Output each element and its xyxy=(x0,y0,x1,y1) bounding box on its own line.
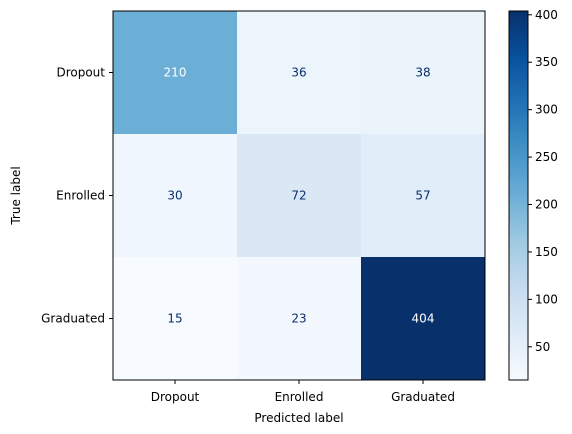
matrix-cell-value: 57 xyxy=(415,189,430,203)
matrix-cell xyxy=(113,11,237,134)
colorbar-tick-label: 200 xyxy=(535,198,558,212)
x-axis: Dropout Enrolled Graduated xyxy=(151,380,455,404)
colorbar-ticks: 50 100 150 200 250 300 350 400 xyxy=(528,8,558,354)
matrix-cell-value: 30 xyxy=(167,189,182,203)
x-tick-label: Graduated xyxy=(391,390,455,404)
colorbar-tick-label: 150 xyxy=(535,245,558,259)
colorbar-tick-label: 300 xyxy=(535,103,558,117)
matrix-cell-value: 36 xyxy=(291,66,306,80)
colorbar xyxy=(508,10,529,381)
colorbar-tick-label: 250 xyxy=(535,150,558,164)
y-tick-label: Enrolled xyxy=(56,189,105,203)
matrix-cell-value: 210 xyxy=(164,66,187,80)
colorbar-tick-label: 100 xyxy=(535,292,558,306)
matrix-cell-value: 38 xyxy=(415,66,430,80)
matrix-cell xyxy=(113,134,237,257)
matrix-cell xyxy=(237,134,361,257)
matrix-cell xyxy=(361,257,485,380)
y-tick-label: Graduated xyxy=(41,312,105,326)
matrix-cell xyxy=(113,257,237,380)
matrix-cell-value: 72 xyxy=(291,189,306,203)
y-axis-label: True label xyxy=(9,166,23,225)
matrix-cells xyxy=(113,11,485,380)
y-axis: Dropout Enrolled Graduated xyxy=(41,66,113,326)
x-tick-label: Dropout xyxy=(151,390,200,404)
colorbar-tick-label: 350 xyxy=(535,55,558,69)
matrix-cell-value: 404 xyxy=(412,312,435,326)
matrix-cell xyxy=(237,257,361,380)
x-axis-label: Predicted label xyxy=(254,411,343,425)
x-tick-label: Enrolled xyxy=(275,390,324,404)
matrix-cell-values: 210 36 38 30 72 57 15 23 404 xyxy=(164,66,435,326)
matrix-cell xyxy=(237,11,361,134)
matrix-cell xyxy=(361,11,485,134)
colorbar-tick-label: 400 xyxy=(535,8,558,22)
matrix-cell-value: 23 xyxy=(291,312,306,326)
matrix-cell xyxy=(361,134,485,257)
matrix-cell-value: 15 xyxy=(167,312,182,326)
colorbar-tick-label: 50 xyxy=(535,340,550,354)
y-tick-label: Dropout xyxy=(56,66,105,80)
